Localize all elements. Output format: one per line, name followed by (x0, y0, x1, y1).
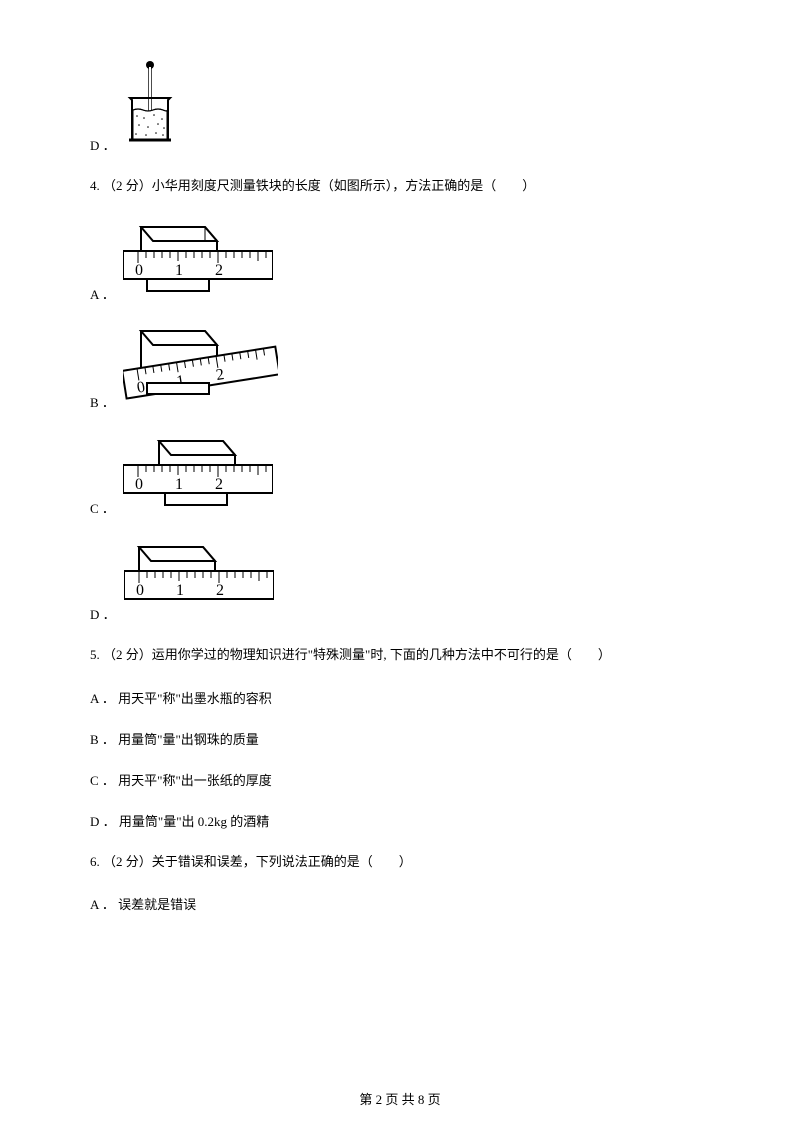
option-label: D ． (90, 135, 116, 154)
q4-option-d[interactable]: D ． 0 1 2 (90, 539, 710, 623)
q5-option-d[interactable]: D ． 用量筒"量"出 0.2kg 的酒精 (90, 811, 710, 830)
question-6: 6. （2 分）关于错误和误差，下列说法正确的是（ ） (90, 852, 710, 873)
svg-text:2: 2 (215, 262, 223, 279)
q4-option-c[interactable]: C ． 0 1 2 (90, 433, 710, 517)
svg-text:1: 1 (176, 582, 184, 599)
q5-option-b[interactable]: B ． 用量筒"量"出钢珠的质量 (90, 729, 710, 748)
option-label: D ． (90, 604, 116, 623)
option-label: A ． (90, 284, 115, 303)
question-5: 5. （2 分）运用你学过的物理知识进行"特殊测量"时, 下面的几种方法中不可行… (90, 645, 710, 666)
q4-option-a[interactable]: A ． 0 1 2 (90, 219, 710, 303)
ruler-block-d-icon: 0 1 2 (124, 539, 274, 623)
ruler-block-b-icon: 0 1 2 (123, 325, 278, 411)
svg-text:2: 2 (215, 476, 223, 493)
svg-text:1: 1 (175, 262, 183, 279)
ruler-block-a-icon: 0 1 2 (123, 219, 273, 303)
q6-option-a[interactable]: A ． 误差就是错误 (90, 894, 710, 913)
question-4: 4. （2 分）小华用刻度尺测量铁块的长度（如图所示），方法正确的是（ ） (90, 176, 710, 197)
svg-text:0: 0 (135, 476, 143, 493)
q4-option-b[interactable]: B ． 0 1 (90, 325, 710, 411)
svg-text:2: 2 (216, 582, 224, 599)
q3-option-d[interactable]: D ． (90, 60, 710, 154)
svg-text:0: 0 (136, 582, 144, 599)
beaker-thermometer-icon (124, 60, 176, 154)
ruler-block-c-icon: 0 1 2 (123, 433, 273, 517)
q5-option-a[interactable]: A ． 用天平"称"出墨水瓶的容积 (90, 688, 710, 707)
svg-text:0: 0 (135, 262, 143, 279)
svg-text:1: 1 (175, 476, 183, 493)
option-label: C ． (90, 498, 115, 517)
page-footer: 第 2 页 共 8 页 (0, 1089, 800, 1108)
option-label: B ． (90, 392, 115, 411)
q5-option-c[interactable]: C ． 用天平"称"出一张纸的厚度 (90, 770, 710, 789)
